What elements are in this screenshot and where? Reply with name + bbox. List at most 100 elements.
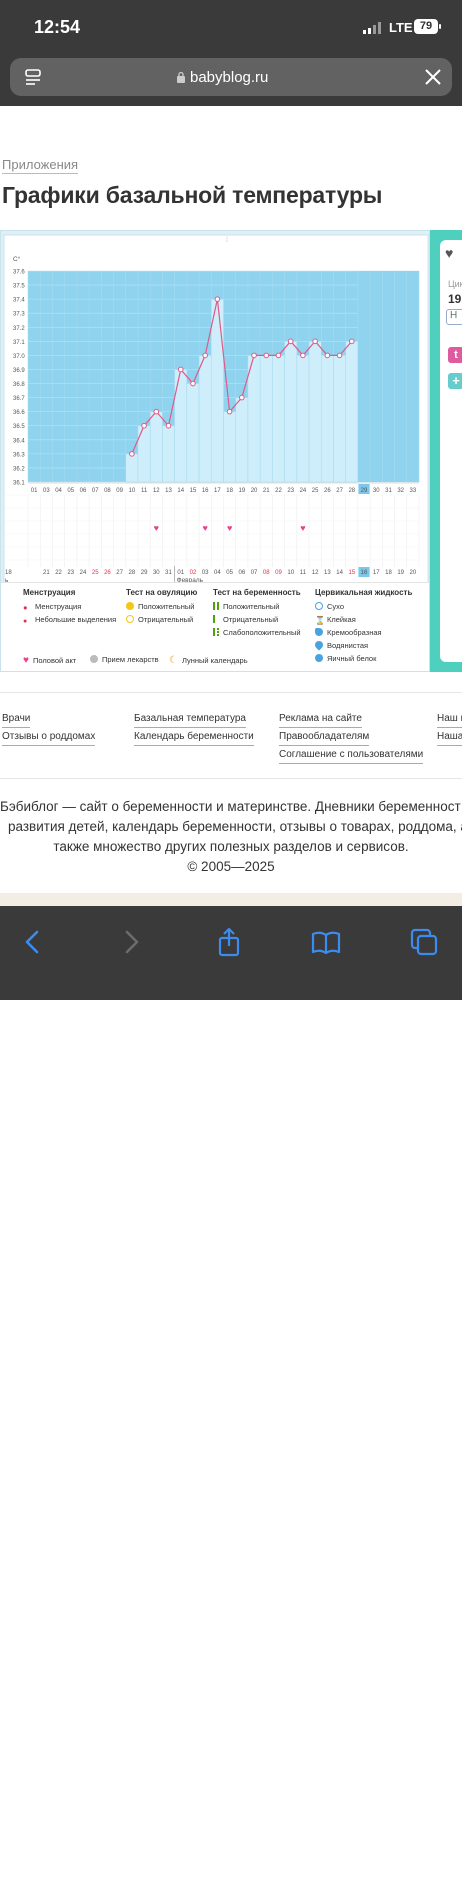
footer-link[interactable]: Наша [437,728,462,746]
breadcrumb[interactable]: Приложения [2,157,79,174]
y-tick-label: 36.6 [13,410,25,416]
heart-icon: ♥ [227,523,232,533]
temperature-point [165,422,172,429]
bookmarks-icon[interactable] [310,926,342,958]
add-icon[interactable]: + [448,373,462,389]
cycle-day-label: 05 [67,488,74,494]
date-label: 03 [202,570,209,576]
legend-label: Сухо [327,602,345,611]
date-label: 05 [226,570,233,576]
legend-label: Положительный [138,602,195,611]
date-label: 27 [116,570,123,576]
temperature-point [275,352,282,359]
share-icon[interactable] [213,926,245,958]
back-icon[interactable] [17,926,49,958]
y-tick-label: 36.3 [13,452,25,458]
sticky-icon: ⌛ [315,616,325,625]
footer-link[interactable]: Базальная температура [134,710,246,728]
cycle-label: Цик [448,279,462,289]
temperature-point [202,352,208,359]
cycle-day-label: 14 [177,488,184,494]
share-icon[interactable]: t [448,347,462,363]
address-bar[interactable]: babyblog.ru [10,58,452,96]
cycle-day-label: 04 [55,488,62,494]
cycle-day-label: 01 [31,488,38,494]
y-tick-label: 37.0 [13,354,25,360]
cycle-day-label: 26 [324,488,331,494]
home-indicator [148,1891,314,1896]
heart-icon: ♥ [203,523,208,533]
close-icon[interactable] [423,67,443,87]
date-label: 07 [251,570,258,576]
y-tick-label: 36.2 [13,466,25,472]
footer-link[interactable]: Отзывы о роддомах [2,728,96,746]
prev-month-label: ь [5,577,9,583]
lock-icon [177,71,185,83]
date-label: 29 [141,570,148,576]
reader-menu-icon[interactable] [23,67,43,87]
temperature-point [336,352,343,359]
temperature-point [190,380,196,387]
about-line: также множество других полезных разделов… [53,839,409,854]
footer-link[interactable]: Правообладателям [279,728,370,746]
y-tick-label: 37.6 [13,270,25,276]
date-label: 08 [263,570,270,576]
temperature-bar [321,355,334,483]
cycle-number: 19 [448,292,462,306]
browser-toolbar: babyblog.ru [0,54,462,106]
legend-label: Водянистая [327,641,369,650]
temperature-point [177,366,184,373]
y-tick-label: 36.8 [13,382,25,388]
date-label: 09 [275,570,282,576]
date-label: 01 [177,570,184,576]
bbt-chart-panel: ⁞ С° 37.6 37.5 37.4 37.3 37.2 37.1 37.0 36.9 36.8 3… [0,230,430,672]
y-tick-label: 36.4 [13,438,25,444]
temperature-point [226,408,233,415]
double-line-icon [213,602,219,610]
footer-link[interactable]: Соглашение с пользователями [279,746,424,764]
tabs-icon[interactable] [408,926,440,958]
legend-label: Лунный календарь [181,656,248,665]
legend-label: Слабоположительный [223,628,301,637]
legend-label: Отрицательный [138,615,194,624]
date-label: 23 [67,570,74,576]
temperature-bar [259,355,273,483]
legend-title: Менструация [23,588,76,597]
footer-col-4: Наш к Наша [437,710,462,746]
legend-title: Цервикальная жидкость [315,588,413,597]
y-tick-label: 37.2 [13,326,25,332]
sidebar-card [440,240,462,662]
footer-link[interactable]: Календарь беременности [134,728,254,746]
date-label: 06 [238,570,245,576]
cycle-day-label: 31 [385,488,392,494]
legend-label: Небольшие выделения [35,615,117,624]
copyright: © 2005—2025 [187,859,275,874]
cycle-day-label: 24 [300,488,307,494]
current-day-highlight [358,484,370,494]
date-label: 11 [300,570,307,576]
footer-link[interactable]: Наш к [437,710,462,728]
legend-label: Кремообразная [327,628,382,637]
cycle-day-label: 12 [153,488,160,494]
footer-link[interactable]: Реклама на сайте [279,710,362,728]
footer-link[interactable]: Врачи [2,710,31,728]
temperature-bar [308,341,322,483]
favorite-heart-icon[interactable]: ♥ [445,245,454,261]
moon-icon: ☾ [169,655,178,666]
y-tick-label: 36.5 [13,424,25,430]
future-area [357,271,419,482]
temperature-bar [186,383,200,483]
cycle-day-label: 10 [129,488,136,494]
sidebar-button[interactable]: Н [446,309,462,325]
temperature-point [214,296,221,302]
single-line-icon [213,615,219,623]
cycle-day-label: 30 [373,488,380,494]
date-label: 28 [129,570,136,576]
y-tick-label: 37.5 [13,284,25,290]
signal-icon [363,22,383,34]
y-unit-label: С° [13,255,21,263]
about-line: развития детей, календарь беременности, … [8,819,462,834]
date-label: 17 [373,570,380,576]
date-label: 13 [324,570,331,576]
y-tick-label: 37.3 [13,312,25,318]
